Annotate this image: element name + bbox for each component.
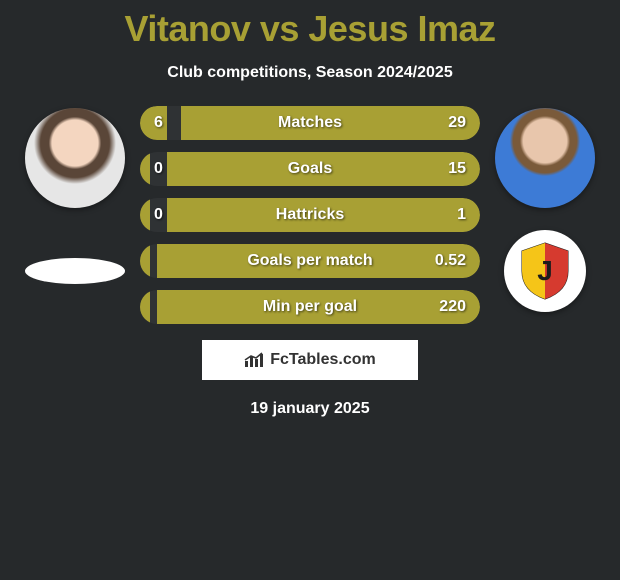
stat-value-right: 15: [448, 160, 466, 178]
stat-bar-fill-left: [140, 244, 150, 278]
attribution-text: FcTables.com: [270, 351, 376, 369]
snapshot-date: 19 january 2025: [250, 400, 369, 418]
player-right-column: J: [490, 106, 600, 324]
stat-bar-row: 220 Min per goal: [140, 290, 480, 324]
stat-value-left: 0: [154, 160, 163, 178]
stat-label: Min per goal: [263, 298, 357, 316]
stat-bar-fill-left: [140, 198, 150, 232]
stat-label: Goals per match: [247, 252, 372, 270]
stat-bar-row: 0.52 Goals per match: [140, 244, 480, 278]
stat-value-right: 220: [439, 298, 466, 316]
stat-value-right: 0.52: [435, 252, 466, 270]
stat-bar-fill-left: [140, 290, 150, 324]
comparison-title: Vitanov vs Jesus Imaz: [124, 8, 495, 50]
stat-bar-row: 6 29 Matches: [140, 106, 480, 140]
stat-label: Hattricks: [276, 206, 344, 224]
stat-label: Matches: [278, 114, 342, 132]
stat-value-left: 0: [154, 206, 163, 224]
player-left-avatar: [25, 108, 125, 208]
comparison-subtitle: Club competitions, Season 2024/2025: [167, 64, 452, 82]
stat-bar-row: 0 15 Goals: [140, 152, 480, 186]
player-right-avatar: [495, 108, 595, 208]
player-left-column: [20, 106, 130, 324]
svg-text:J: J: [537, 255, 553, 286]
stat-bar-row: 0 1 Hattricks: [140, 198, 480, 232]
stat-value-right: 1: [457, 206, 466, 224]
player-right-club-badge: J: [504, 230, 586, 312]
attribution-badge: FcTables.com: [202, 340, 418, 380]
shield-icon: J: [518, 241, 572, 301]
stat-value-left: 6: [154, 114, 163, 132]
stat-label: Goals: [288, 160, 332, 178]
bar-chart-icon: [244, 351, 264, 369]
stat-value-right: 29: [448, 114, 466, 132]
comparison-body: 6 29 Matches 0 15 Goals 0 1 Hattricks 0.52 Goals p…: [0, 106, 620, 324]
stat-bars: 6 29 Matches 0 15 Goals 0 1 Hattricks 0.52 Goals p…: [140, 106, 480, 324]
stat-bar-fill-left: [140, 152, 150, 186]
player-left-club-badge: [25, 258, 125, 284]
